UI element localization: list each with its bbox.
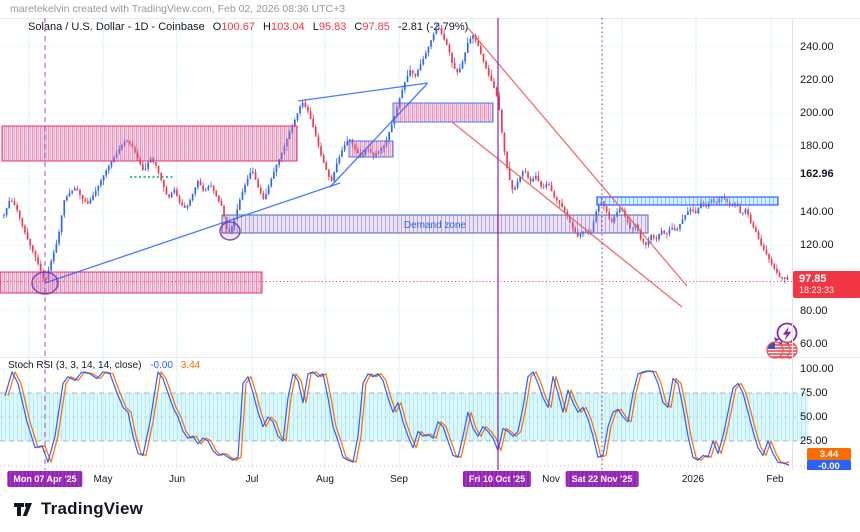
low-label: L [312,21,319,33]
stoch-k-badge: -0.00 [807,460,851,473]
demand-zone-label[interactable]: Demand zone [404,220,467,231]
high-value: 103.04 [270,21,305,33]
open-value: 100.67 [221,21,255,33]
stoch-rsi-legend[interactable]: Stoch RSI (3, 3, 14, 14, close) -0.00 3.… [8,360,200,371]
attribution-text: maretekelvin created with TradingView.co… [10,3,346,15]
supply-demand-zones[interactable] [0,102,779,295]
tradingview-logo-icon [14,503,32,516]
us-flag-stack-icon[interactable] [766,341,798,359]
close-label: C [354,21,363,33]
low-value: 95.83 [318,21,347,33]
stoch-params: (3, 3, 14, 14, close) [55,360,142,371]
time-axis-label[interactable]: Jul [245,474,259,485]
stoch-axis-label: 75.00 [800,387,828,399]
symbol-title[interactable]: Solana / U.S. Dollar - 1D - Coinbase [28,21,205,33]
time-axis-label[interactable]: Aug [316,474,334,485]
price-axis-label: 140.00 [800,206,834,218]
last-price-badge: 97.85 18:23:33 [793,270,860,298]
stoch-rsi-lines [4,370,790,466]
time-axis-label[interactable]: Feb [766,474,784,485]
high-label: H [263,21,271,33]
lightning-icon[interactable] [774,322,798,344]
price-axis-label: 200.00 [800,107,834,119]
time-axis-label[interactable]: Jun [168,474,186,485]
bar-countdown: 18:23:33 [799,285,835,296]
stoch-d-badge: 3.44 [807,448,851,461]
price-axis-label: 180.00 [800,140,834,152]
event-date-badge[interactable]: Sat 22 Nov '25 [565,471,639,487]
last-price-value: 97.85 [799,272,827,285]
stoch-axis-label: 100.00 [800,363,834,375]
price-axis-label: 80.00 [800,305,828,317]
close-value: 97.85 [362,21,390,33]
time-axis[interactable]: May Jun Jul Aug Sep Nov 2026 Feb Mon 07 Apr '25 F… [0,470,860,490]
footer: TradingView [0,490,860,532]
tradingview-logo-text: TradingView [41,499,144,518]
time-axis-label[interactable]: May [93,474,113,485]
price-axis-label: 240.00 [800,41,834,53]
header-separator [0,18,860,19]
time-axis-label[interactable]: Nov [542,474,560,485]
price-axis-label: 162.96 [800,168,834,181]
time-axis-label[interactable]: Sep [390,474,408,485]
stoch-d-value: 3.44 [180,360,201,371]
stoch-title[interactable]: Stoch RSI [8,360,54,371]
reaction-icons[interactable] [766,322,798,359]
time-axis-label[interactable]: 2026 [681,474,705,485]
price-axis-label: 120.00 [800,239,834,251]
symbol-legend[interactable]: Solana / U.S. Dollar - 1D - Coinbase O10… [28,21,468,33]
open-label: O [212,21,222,33]
event-date-badge[interactable]: Fri 10 Oct '25 [462,471,532,487]
price-axis-separator [792,18,793,490]
price-axis[interactable]: 97.85 18:23:33 3.44 -0.00 240.00 220.00 20… [793,18,860,473]
price-axis-label: 60.00 [800,338,828,350]
event-vertical-lines[interactable] [44,18,603,470]
tradingview-logo[interactable]: TradingView [12,498,143,520]
event-date-badge[interactable]: Mon 07 Apr '25 [7,471,83,487]
stoch-k-value: -0.00 [150,360,173,371]
panel-separator[interactable] [0,357,860,358]
trend-lines[interactable] [44,27,688,308]
grid-lines [0,18,808,470]
stoch-overbought-oversold-band [0,392,808,467]
change-value: -2.81 (-2.79%) [397,21,469,33]
price-axis-label: 220.00 [800,74,834,86]
stoch-axis-label: 50.00 [800,411,828,423]
stoch-axis-label: 25.00 [800,435,828,447]
